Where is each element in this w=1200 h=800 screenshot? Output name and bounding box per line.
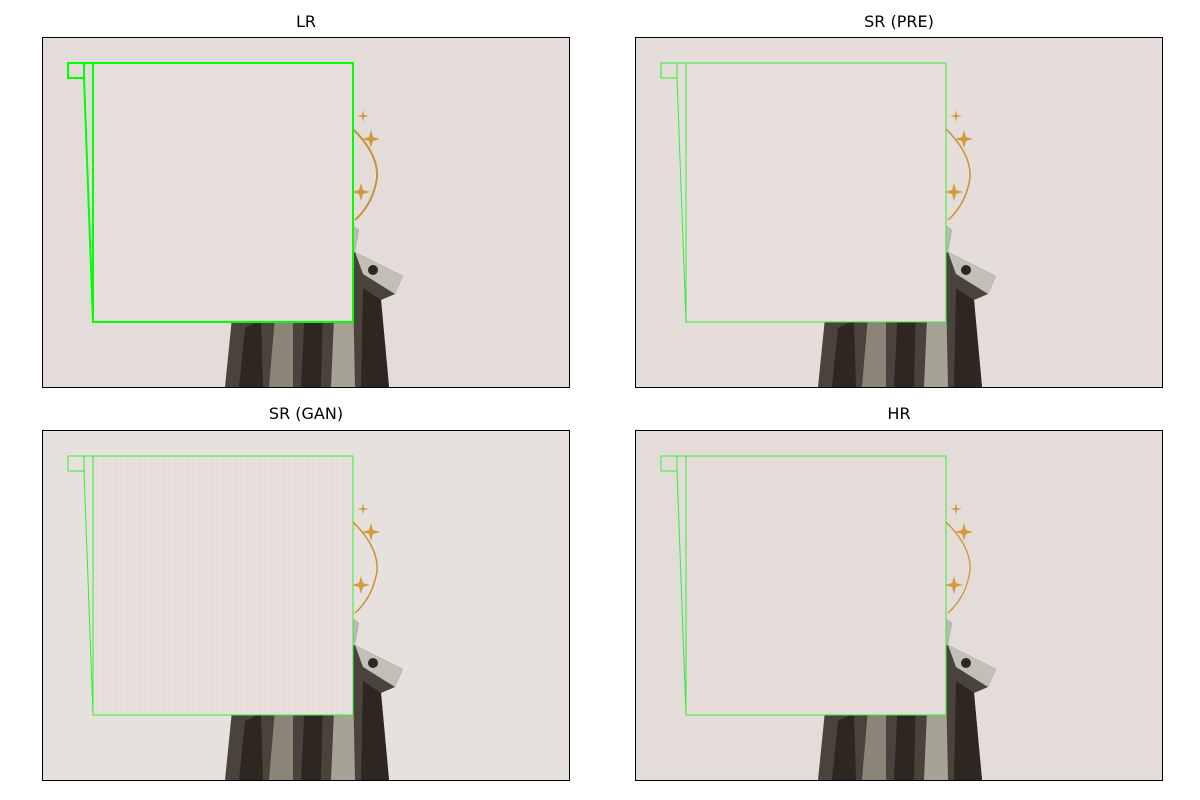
image-panel-lr (42, 37, 570, 388)
image-panel-hr (635, 430, 1163, 781)
panel-title-sr-pre: SR (PRE) (864, 12, 934, 31)
zoom-box-outline (660, 62, 947, 323)
halo (935, 110, 973, 221)
image-panel-sr-pre (635, 37, 1163, 388)
panel-title-hr: HR (887, 404, 911, 423)
image-panel-sr-gan (42, 430, 570, 781)
panel-title-sr-gan: SR (GAN) (268, 404, 344, 423)
zoom-inset (93, 456, 353, 715)
statue-image (43, 38, 569, 387)
zoom-box-outline (67, 455, 354, 716)
zoom-inset (93, 63, 353, 322)
statue-image (636, 38, 1162, 387)
zoom-inset (686, 63, 946, 322)
halo (935, 503, 973, 614)
halo (342, 503, 380, 614)
halo (342, 110, 380, 221)
panel-title-lr: LR (295, 12, 317, 31)
zoom-inset (686, 456, 946, 715)
zoom-box-outline (660, 455, 947, 716)
statue-image (636, 431, 1162, 780)
statue-image (43, 431, 569, 780)
zoom-box-outline (67, 62, 354, 323)
